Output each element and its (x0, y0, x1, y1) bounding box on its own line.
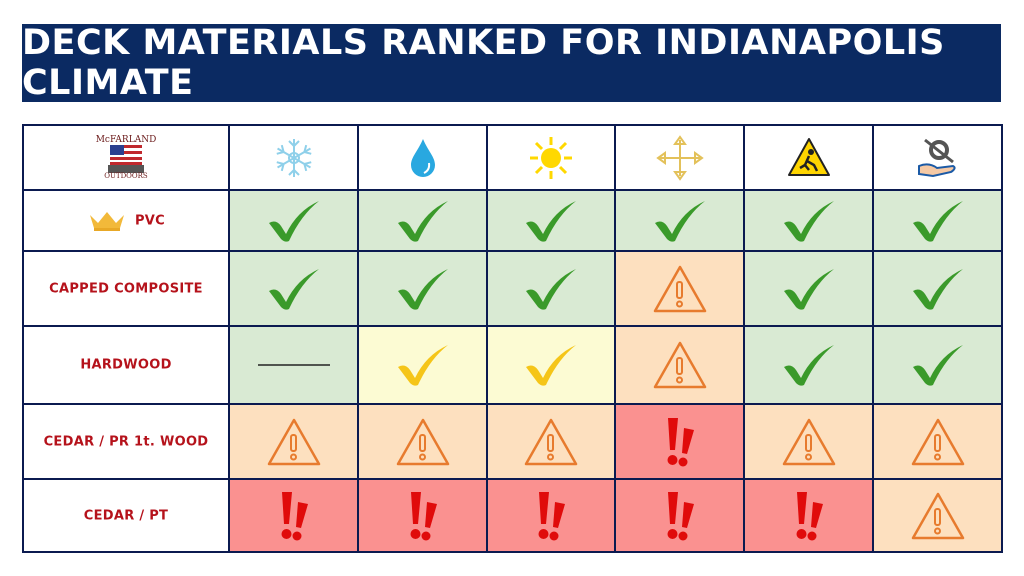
flag-icon (108, 144, 144, 173)
rating-cell-check (228, 250, 359, 327)
table-row: CEDAR / PR 1t. WOOD (22, 403, 1003, 480)
rating-cell-danger (486, 478, 616, 553)
rating-cell-danger (614, 478, 745, 553)
danger-exclamation-icon (616, 416, 743, 468)
checkmark-icon (488, 343, 614, 387)
warning-triangle-icon (359, 417, 486, 467)
checkmark-icon (359, 267, 486, 311)
material-label: CAPPED COMPOSITE (49, 280, 203, 296)
checkmark-icon (874, 343, 1001, 387)
danger-exclamation-icon (745, 490, 872, 542)
page-title: DECK MATERIALS RANKED FOR INDIANAPOLIS C… (22, 23, 1001, 103)
rating-cell-check (872, 325, 1003, 405)
warning-triangle-icon (874, 417, 1001, 467)
material-label: HARDWOOD (80, 357, 172, 373)
rating-cell-check (357, 250, 488, 327)
snowflake-icon (228, 124, 359, 191)
rating-cell-warning (743, 403, 874, 480)
logo: McFARLAND OUTDOORS (22, 124, 230, 191)
rating-cell-check (486, 250, 616, 327)
checkmark-icon (359, 199, 486, 243)
rating-cell-danger (614, 403, 745, 480)
table-row: HARDWOOD (22, 325, 1003, 405)
table-row: PVC (22, 189, 1003, 252)
expansion-arrows-icon (614, 124, 745, 191)
rating-cell-warning (228, 403, 359, 480)
rating-cell-warning (486, 403, 616, 480)
dash-icon (230, 363, 357, 367)
slip-hazard-icon (743, 124, 874, 191)
rating-cell-check (872, 250, 1003, 327)
warning-triangle-icon (488, 417, 614, 467)
comparison-table: McFARLAND OUTDOORS PVC CAPPED COMPOSITE HA… (22, 124, 1003, 553)
rating-cell-check-yellow (486, 325, 616, 405)
rating-cell-check-yellow (357, 325, 488, 405)
rating-cell-check (872, 189, 1003, 252)
sun-icon (486, 124, 616, 191)
warning-triangle-icon (874, 491, 1001, 541)
checkmark-icon (745, 267, 872, 311)
rating-cell-check (743, 325, 874, 405)
row-label-cell: HARDWOOD (22, 325, 230, 405)
row-label-cell: PVC (22, 189, 230, 252)
checkmark-icon (488, 199, 614, 243)
logo-bottom-text: OUTDOORS (104, 171, 148, 180)
rating-cell-danger (228, 478, 359, 553)
water-drop-icon (357, 124, 488, 191)
row-label-cell: CEDAR / PR 1t. WOOD (22, 403, 230, 480)
danger-exclamation-icon (359, 490, 486, 542)
warning-triangle-icon (745, 417, 872, 467)
checkmark-icon (745, 343, 872, 387)
checkmark-icon (230, 267, 357, 311)
checkmark-icon (488, 267, 614, 311)
rating-cell-dash (228, 325, 359, 405)
checkmark-icon (230, 199, 357, 243)
rating-cell-check (743, 189, 874, 252)
rating-cell-check (743, 250, 874, 327)
crown-icon (87, 210, 127, 232)
rating-cell-warning (357, 403, 488, 480)
table-row: CAPPED COMPOSITE (22, 250, 1003, 327)
rating-cell-warning (614, 250, 745, 327)
table-row: CEDAR / PT (22, 478, 1003, 553)
rating-cell-warning (872, 403, 1003, 480)
rating-cell-danger (743, 478, 874, 553)
material-label: CEDAR / PR 1t. WOOD (43, 433, 209, 449)
material-label: CEDAR / PT (83, 507, 169, 523)
maintenance-icon (872, 124, 1003, 191)
header-row: McFARLAND OUTDOORS (22, 124, 1003, 191)
rating-cell-warning (872, 478, 1003, 553)
checkmark-icon (874, 267, 1001, 311)
row-label-cell: CEDAR / PT (22, 478, 230, 553)
checkmark-icon (874, 199, 1001, 243)
checkmark-icon (616, 199, 743, 243)
checkmark-icon (745, 199, 872, 243)
material-label: PVC (134, 213, 166, 228)
danger-exclamation-icon (616, 490, 743, 542)
rating-cell-check (228, 189, 359, 252)
rating-cell-warning (614, 325, 745, 405)
warning-triangle-icon (230, 417, 357, 467)
rating-cell-danger (357, 478, 488, 553)
danger-exclamation-icon (230, 490, 357, 542)
checkmark-icon (359, 343, 486, 387)
danger-exclamation-icon (488, 490, 614, 542)
warning-triangle-icon (616, 264, 743, 314)
logo-top-text: McFARLAND (95, 134, 157, 145)
rating-cell-check (357, 189, 488, 252)
row-label-cell: CAPPED COMPOSITE (22, 250, 230, 327)
rating-cell-check (614, 189, 745, 252)
warning-triangle-icon (616, 340, 743, 390)
rating-cell-check (486, 189, 616, 252)
